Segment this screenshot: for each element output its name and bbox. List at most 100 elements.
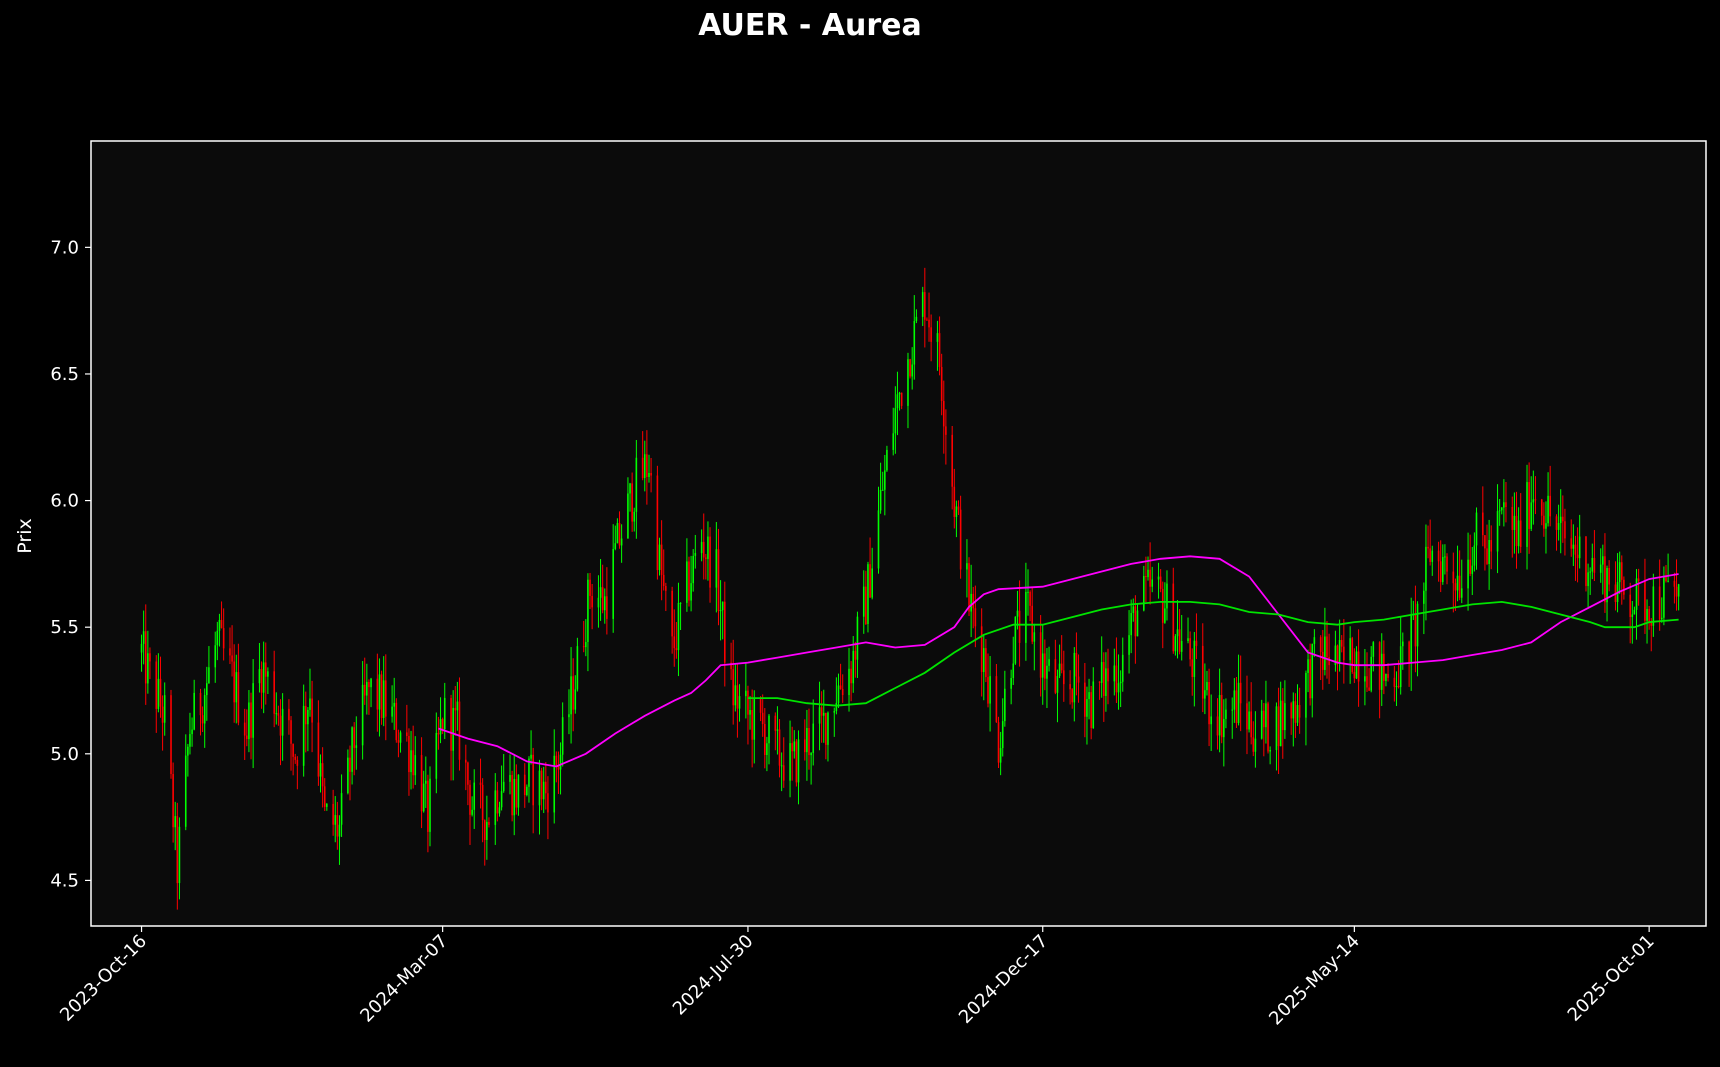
candle-body: [633, 511, 636, 522]
candle-body: [1425, 546, 1427, 591]
candle-body: [511, 774, 513, 816]
candle-body: [1246, 703, 1248, 730]
candle-body: [1252, 737, 1255, 752]
candle-body: [399, 732, 402, 743]
candle-body: [203, 695, 206, 724]
candle-body: [1130, 612, 1132, 636]
candle-body: [1484, 535, 1486, 549]
candle-body: [351, 727, 353, 772]
candle-body: [144, 631, 147, 684]
candle-body: [469, 784, 471, 815]
candle-body: [820, 707, 823, 716]
candle-body: [1225, 709, 1227, 719]
candle-body: [574, 689, 577, 710]
candle-body: [1328, 657, 1330, 666]
candle-body: [250, 702, 252, 738]
candle-body: [795, 741, 798, 783]
x-tick-label: 2024-Mar-07: [356, 931, 452, 1027]
candle-body: [1635, 578, 1638, 610]
candle-body: [894, 408, 897, 434]
candle-body: [229, 648, 231, 656]
candle-body: [1147, 569, 1149, 578]
candle-body: [688, 561, 690, 601]
candle-body: [1031, 605, 1034, 642]
candle-body: [1117, 683, 1120, 693]
candle-body: [732, 669, 735, 706]
candle-body: [557, 765, 560, 770]
candle-body: [694, 553, 697, 556]
candle-body: [1201, 645, 1204, 699]
candle-body: [1041, 653, 1044, 678]
candle-body: [909, 359, 911, 377]
candle-body: [926, 319, 928, 321]
candle-body: [323, 786, 326, 807]
candle-body: [793, 741, 796, 752]
candle-body: [498, 807, 501, 814]
candle-body: [273, 671, 275, 714]
candle-body: [243, 722, 246, 736]
candle-body: [1416, 603, 1419, 647]
candle-body: [366, 681, 368, 696]
candle-body: [332, 803, 334, 825]
candle-body: [810, 752, 812, 756]
candle-body: [187, 746, 189, 756]
candle-body: [429, 778, 431, 832]
candle-body: [1115, 665, 1118, 693]
candle-body: [1444, 556, 1446, 558]
candle-body: [307, 709, 309, 725]
candle-body: [1260, 710, 1263, 739]
candle-body: [913, 320, 916, 365]
candle-body: [898, 392, 901, 395]
candle-body: [559, 754, 562, 770]
candle-body: [292, 743, 294, 757]
candle-body: [827, 712, 829, 745]
candle-body: [1077, 676, 1080, 683]
candle-body: [140, 643, 143, 653]
candle-body: [1149, 569, 1151, 587]
candle-body: [406, 732, 408, 736]
candle-body: [1530, 502, 1533, 529]
candle-body: [1025, 591, 1027, 643]
candle-body: [1151, 579, 1154, 587]
candle-body: [553, 755, 556, 813]
candle-body: [260, 669, 263, 693]
candle-body: [643, 454, 646, 478]
candle-body: [761, 712, 764, 725]
candle-body: [547, 793, 549, 813]
candle-body: [1446, 556, 1448, 572]
candle-body: [1016, 610, 1019, 617]
y-axis-label: Prix: [14, 518, 36, 553]
candle-body: [1307, 659, 1309, 673]
candle-body: [479, 782, 482, 785]
candle-body: [1018, 610, 1021, 643]
candle-body: [208, 667, 210, 684]
candle-body: [1441, 556, 1444, 583]
candle-body: [945, 426, 947, 435]
candle-body: [970, 593, 972, 612]
candle-body: [869, 564, 871, 598]
y-tick-label: 6.5: [50, 364, 79, 385]
candle-body: [631, 483, 633, 522]
candle-body: [163, 695, 166, 723]
candle-body: [561, 717, 564, 755]
candle-body: [612, 549, 614, 619]
candle-body: [881, 489, 884, 491]
candle-body: [235, 672, 238, 703]
x-tick-label: 2024-Jul-30: [669, 931, 758, 1020]
candle-body: [1498, 510, 1501, 512]
candle-body: [1467, 559, 1469, 589]
candle-body: [1349, 638, 1351, 661]
candle-body: [1161, 588, 1164, 623]
candle-body: [700, 541, 703, 554]
candle-body: [822, 712, 825, 716]
candle-body: [797, 739, 800, 783]
candle-body: [1128, 635, 1130, 655]
candle-body: [326, 803, 328, 807]
candle-body: [1189, 638, 1191, 660]
candle-body: [161, 706, 164, 723]
candle-body: [1231, 709, 1234, 711]
candle-body: [1058, 663, 1061, 676]
candle-body: [572, 676, 574, 710]
candle-body: [1218, 694, 1221, 736]
x-tick-label: 2025-May-14: [1265, 931, 1364, 1030]
